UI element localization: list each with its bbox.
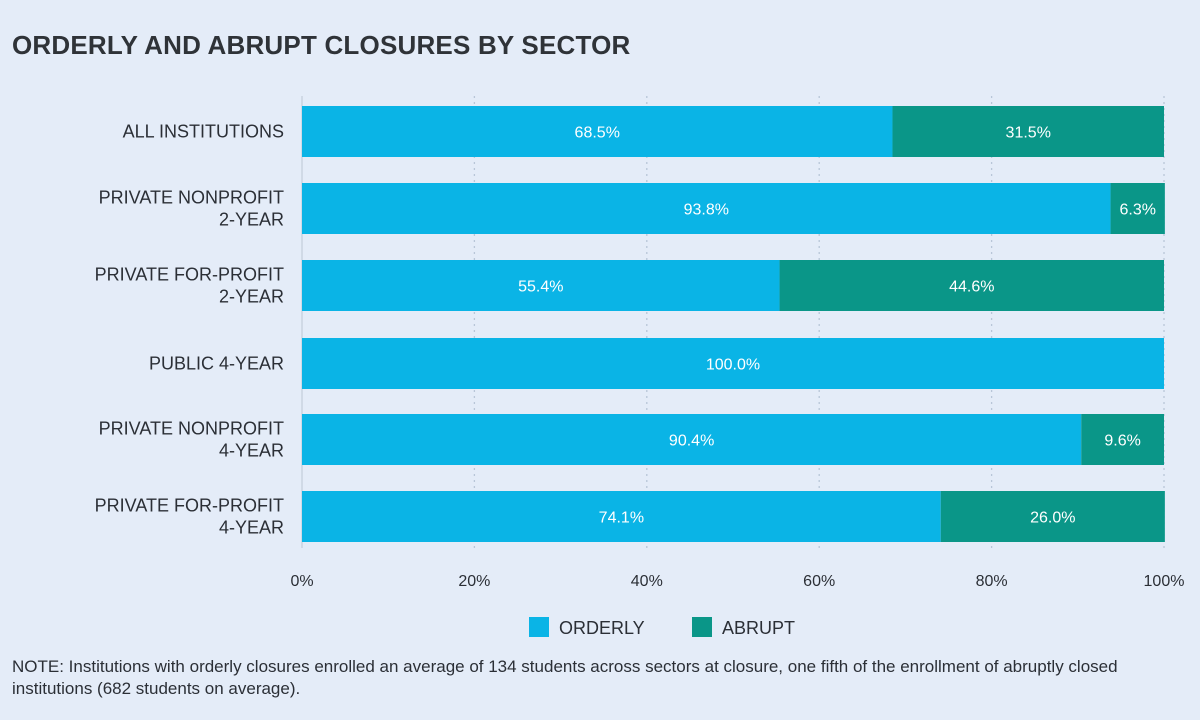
category-label: ALL INSTITUTIONS bbox=[123, 122, 284, 142]
bar-value-label: 90.4% bbox=[669, 433, 714, 450]
x-tick-label: 20% bbox=[458, 573, 490, 590]
footnote: NOTE: Institutions with orderly closures… bbox=[12, 657, 1118, 698]
gridlines bbox=[301, 96, 1165, 548]
category-label: 2-YEAR bbox=[219, 210, 284, 230]
x-tick-label: 0% bbox=[290, 573, 313, 590]
bar-value-label: 100.0% bbox=[706, 357, 760, 374]
bar-value-label: 26.0% bbox=[1030, 510, 1075, 527]
bar-segment-abrupt bbox=[892, 106, 1164, 157]
bar-segment-abrupt bbox=[779, 260, 1164, 311]
x-tick-label: 80% bbox=[976, 573, 1008, 590]
bar-value-label: 74.1% bbox=[599, 510, 644, 527]
bar-segment-orderly bbox=[302, 414, 1082, 465]
bar-value-label: 31.5% bbox=[1006, 125, 1051, 142]
bar-value-label: 93.8% bbox=[684, 202, 729, 219]
x-axis-ticks: 0% 20% 40% 60% 80% 100% bbox=[290, 573, 1184, 590]
bar-segment-abrupt bbox=[940, 491, 1165, 542]
legend-swatch-abrupt bbox=[692, 617, 712, 637]
bar-value-label: 6.3% bbox=[1119, 202, 1155, 219]
bar-segment-orderly bbox=[302, 491, 941, 542]
chart-title: ORDERLY AND ABRUPT CLOSURES BY SECTOR bbox=[12, 30, 631, 60]
category-label: 2-YEAR bbox=[219, 287, 284, 307]
bar-segment-orderly bbox=[302, 260, 780, 311]
x-tick-label: 100% bbox=[1144, 573, 1185, 590]
category-label: PRIVATE NONPROFIT bbox=[99, 419, 284, 439]
bar-value-label: 55.4% bbox=[518, 279, 563, 296]
bar-value-label: 44.6% bbox=[949, 279, 994, 296]
legend-label: ORDERLY bbox=[559, 618, 645, 638]
category-label: PRIVATE NONPROFIT bbox=[99, 188, 284, 208]
category-label: PUBLIC 4-YEAR bbox=[149, 354, 284, 374]
x-tick-label: 40% bbox=[631, 573, 663, 590]
legend-label: ABRUPT bbox=[722, 618, 795, 638]
legend-swatch-orderly bbox=[529, 617, 549, 637]
bar-segment-orderly bbox=[302, 338, 1164, 389]
bar-segment-orderly bbox=[302, 106, 893, 157]
bar-value-label: 68.5% bbox=[575, 125, 620, 142]
category-label: 4-YEAR bbox=[219, 441, 284, 461]
category-label: 4-YEAR bbox=[219, 518, 284, 538]
category-label: PRIVATE FOR-PROFIT bbox=[95, 265, 284, 285]
bars: 68.5% 31.5% 93.8% 6.3% 55.4% 44.6% 100.0% 90.4%… bbox=[302, 106, 1165, 542]
bar-segment-orderly bbox=[302, 183, 1111, 234]
stacked-bar-chart: 68.5% 31.5% 93.8% 6.3% 55.4% 44.6% 100.0% 90.4%… bbox=[95, 96, 1184, 638]
legend: ORDERLY ABRUPT bbox=[529, 617, 795, 638]
bar-segment-abrupt bbox=[1110, 183, 1165, 234]
bar-value-label: 9.6% bbox=[1104, 433, 1140, 450]
category-label: PRIVATE FOR-PROFIT bbox=[95, 496, 284, 516]
x-tick-label: 60% bbox=[803, 573, 835, 590]
bar-segment-abrupt bbox=[1081, 414, 1164, 465]
